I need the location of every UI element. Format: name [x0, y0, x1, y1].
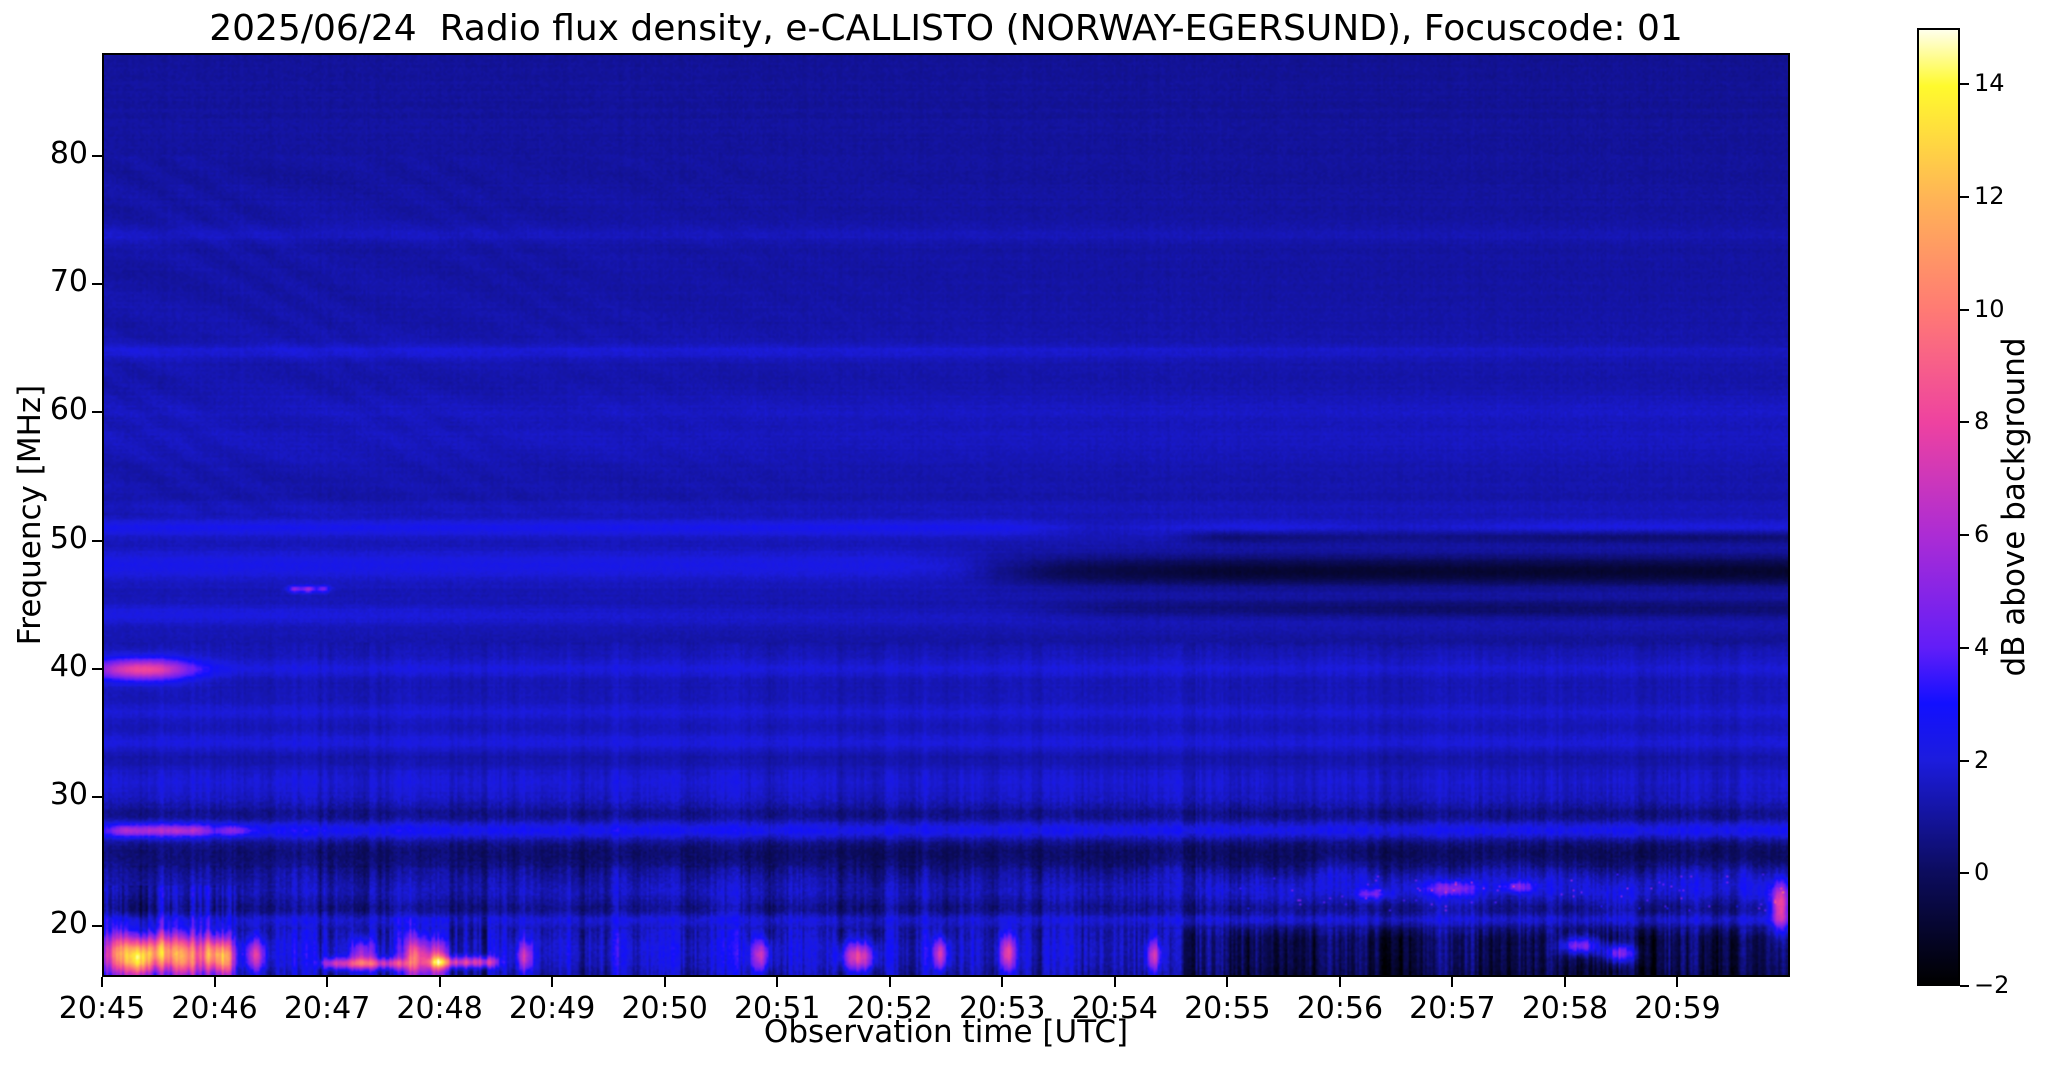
x-tick-mark: [1563, 977, 1566, 987]
y-tick-label: 20: [49, 905, 88, 941]
x-tick-label: 20:56: [1296, 991, 1384, 1026]
colorbar-tick-label: 12: [1974, 182, 2005, 211]
y-tick-label: 60: [49, 392, 88, 428]
y-tick-mark: [92, 924, 102, 927]
colorbar-tick-label: 0: [1974, 858, 1990, 887]
y-tick-label: 30: [49, 777, 88, 813]
colorbar-label: dB above background: [1996, 337, 2032, 677]
x-tick-mark: [551, 977, 554, 987]
y-tick-label: 70: [49, 264, 88, 299]
x-tick-mark: [1001, 977, 1004, 987]
x-tick-label: 20:57: [1409, 991, 1496, 1026]
y-tick-mark: [92, 154, 102, 157]
colorbar-tick-label: 6: [1974, 520, 1990, 549]
colorbar-tick-label: 4: [1974, 632, 1990, 661]
y-tick-mark: [92, 668, 102, 670]
x-tick-label: 20:55: [1184, 991, 1271, 1026]
colorbar-tick-label: 8: [1974, 407, 1990, 436]
colorbar: [1917, 28, 1960, 986]
x-tick-mark: [213, 977, 216, 987]
x-tick-mark: [101, 977, 103, 987]
x-tick-label: 20:49: [508, 991, 596, 1026]
colorbar-tick-mark: [1960, 421, 1969, 424]
x-tick-label: 20:59: [1634, 991, 1721, 1026]
colorbar-tick-label: −2: [1974, 971, 2010, 999]
y-tick-mark: [92, 539, 102, 542]
x-tick-mark: [1113, 977, 1116, 987]
y-tick-label: 40: [49, 649, 88, 684]
colorbar-tick-label: 10: [1974, 294, 2005, 323]
x-tick-label: 20:51: [733, 991, 821, 1026]
colorbar-tick-label: 2: [1974, 745, 1990, 774]
x-tick-label: 20:46: [171, 991, 258, 1026]
spectrogram-plot-area: [102, 53, 1790, 977]
colorbar-tick-mark: [1960, 83, 1969, 86]
x-tick-label: 20:47: [283, 991, 371, 1026]
x-tick-label: 20:53: [959, 991, 1046, 1026]
x-tick-mark: [1338, 977, 1341, 987]
colorbar-tick-label: 14: [1974, 69, 2005, 98]
x-tick-label: 20:45: [58, 991, 146, 1026]
x-tick-label: 20:52: [846, 991, 933, 1026]
x-tick-label: 20:50: [621, 991, 708, 1026]
colorbar-tick-mark: [1960, 872, 1969, 875]
x-tick-mark: [1226, 977, 1229, 987]
figure-title: 2025/06/24 Radio flux density, e-CALLIST…: [209, 8, 1683, 49]
colorbar-tick-mark: [1960, 534, 1969, 537]
x-tick-mark: [326, 977, 329, 987]
x-tick-mark: [1676, 977, 1679, 987]
colorbar-tick-mark: [1960, 985, 1969, 987]
colorbar-tick-mark: [1960, 646, 1969, 649]
y-tick-mark: [92, 283, 102, 285]
x-tick-label: 20:58: [1521, 991, 1609, 1026]
y-axis-label: Frequency [MHz]: [12, 384, 48, 646]
y-tick-label: 50: [49, 520, 88, 556]
x-tick-mark: [1451, 977, 1454, 987]
colorbar-tick-mark: [1960, 196, 1969, 199]
x-tick-label: 20:48: [396, 991, 483, 1026]
x-axis-label: Observation time [UTC]: [763, 1014, 1129, 1050]
spectrogram-canvas: [104, 55, 1788, 975]
x-tick-mark: [776, 977, 779, 987]
colorbar-tick-mark: [1960, 308, 1969, 311]
x-tick-mark: [438, 977, 441, 987]
y-tick-label: 80: [49, 135, 88, 171]
y-tick-mark: [92, 796, 102, 799]
x-tick-mark: [663, 977, 666, 987]
y-tick-mark: [92, 411, 102, 414]
x-tick-mark: [888, 977, 891, 987]
colorbar-tick-mark: [1960, 759, 1969, 762]
x-tick-label: 20:54: [1071, 991, 1159, 1026]
